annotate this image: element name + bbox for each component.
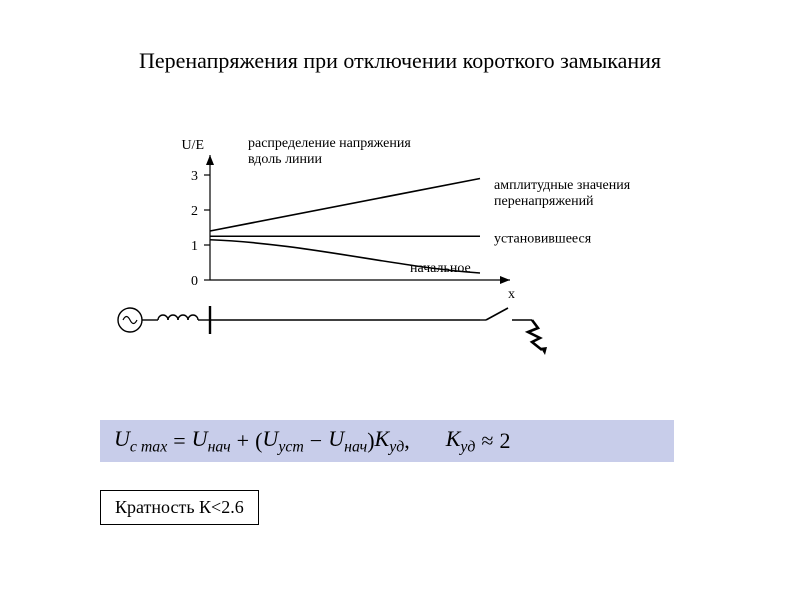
eq-var-unach1: Uнач: [192, 426, 231, 456]
eq-plus: +: [237, 428, 249, 454]
svg-text:установившееся: установившееся: [494, 231, 592, 246]
eq-approx: ≈: [481, 428, 493, 454]
svg-text:0: 0: [191, 274, 198, 289]
eq-var-ucmax: Uc max: [114, 426, 167, 456]
svg-text:начальное: начальное: [410, 261, 471, 276]
eq-minus: −: [310, 428, 322, 454]
eq-comma: ,: [404, 428, 410, 454]
eq-two: 2: [500, 428, 511, 454]
note-kratnost: Кратность К<2.6: [100, 490, 259, 525]
svg-text:распределение напряжения: распределение напряжения: [248, 136, 411, 151]
svg-text:x: x: [508, 287, 515, 302]
svg-text:амплитудные значения: амплитудные значения: [494, 178, 631, 193]
svg-text:2: 2: [191, 204, 198, 219]
chart-svg: 0 1 2 3 U/E x распределение напряжениявдоль ли…: [110, 120, 710, 360]
svg-text:перенапряжений: перенапряжений: [494, 194, 594, 209]
eq-var-kud1: Kуд: [375, 426, 405, 456]
svg-text:U/E: U/E: [181, 138, 204, 153]
eq-var-kud2: Kуд: [446, 426, 476, 456]
eq-equals: =: [173, 428, 185, 454]
eq-lparen: (: [255, 428, 262, 454]
eq-var-unach2: Uнач: [328, 426, 367, 456]
eq-var-uust: Uуст: [262, 426, 303, 456]
svg-text:вдоль линии: вдоль линии: [248, 152, 323, 167]
page-title: Перенапряжения при отключении короткого …: [0, 48, 800, 74]
equation-box: Uc max = Uнач + ( Uуст − Uнач ) Kуд , Kу…: [100, 420, 674, 462]
svg-text:3: 3: [191, 169, 198, 184]
eq-rparen: ): [367, 428, 374, 454]
voltage-distribution-figure: 0 1 2 3 U/E x распределение напряжениявдоль ли…: [110, 120, 710, 360]
svg-text:1: 1: [191, 239, 198, 254]
